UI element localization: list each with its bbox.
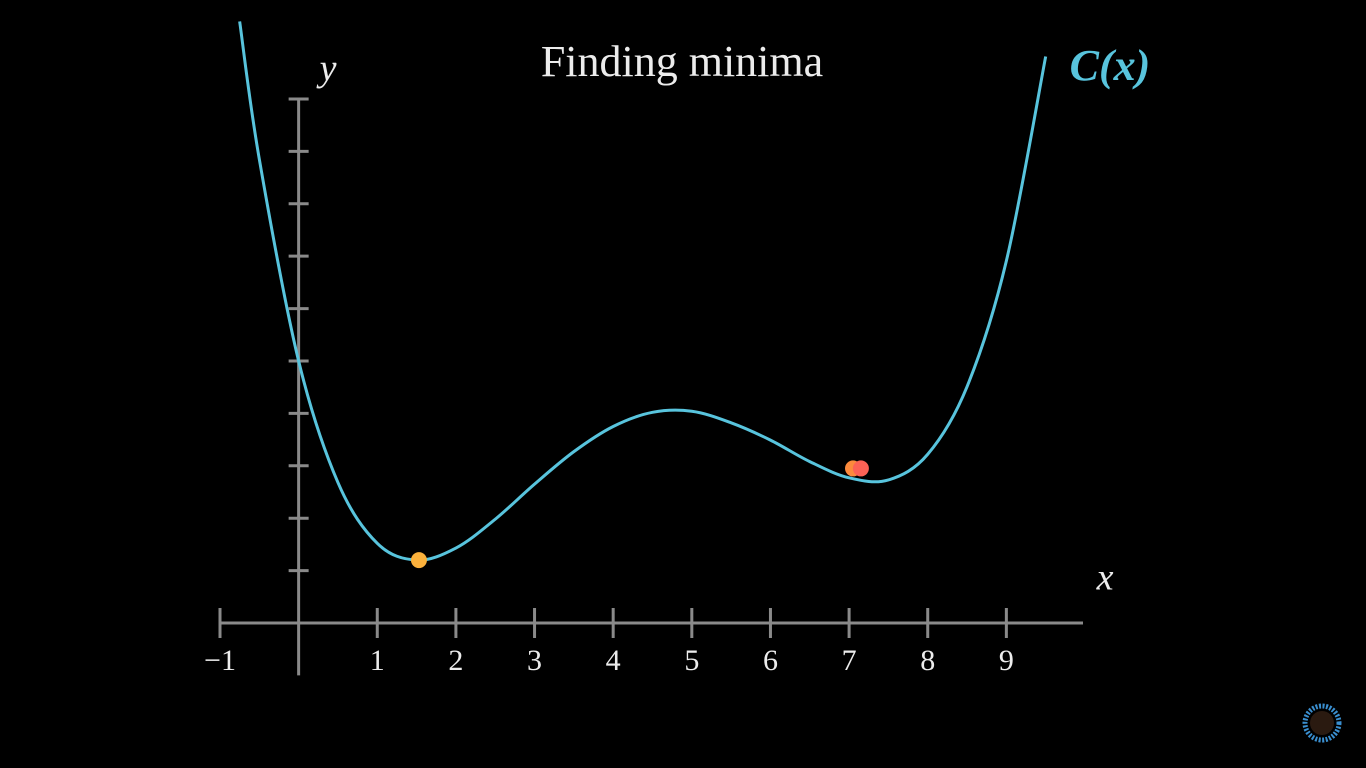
point <box>852 460 869 477</box>
curve <box>238 21 1048 562</box>
legend-entry: C(x) <box>1070 41 1151 90</box>
x-tick-label: 1 <box>370 644 385 677</box>
x-tick-label: 6 <box>763 644 778 677</box>
x-tick-label: 4 <box>606 644 621 677</box>
x-tick-label: 7 <box>842 644 857 677</box>
x-tick-label: 3 <box>527 644 542 677</box>
plot-area <box>238 21 1048 569</box>
x-tick-label: 9 <box>999 644 1014 677</box>
chart-title: Finding minima <box>541 37 823 86</box>
y-axis-label: y <box>316 48 337 90</box>
x-tick-label: 8 <box>920 644 935 677</box>
x-tick-label: 2 <box>448 644 463 677</box>
x-axis-label: x <box>1096 557 1114 599</box>
logo <box>1302 703 1342 743</box>
point <box>410 552 427 569</box>
x-tick-label: 5 <box>684 644 699 677</box>
x-tick-label: −1 <box>204 644 236 677</box>
